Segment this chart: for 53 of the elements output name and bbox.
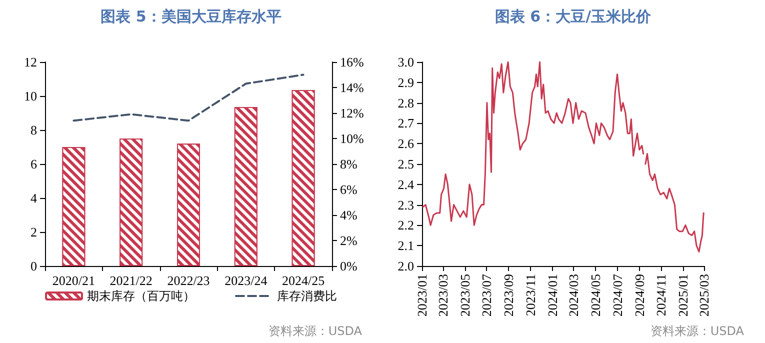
x-tick-label: 2024/01 bbox=[544, 274, 560, 317]
x-tick-label: 2024/09 bbox=[632, 274, 647, 317]
x-tick-label: 2023/05 bbox=[457, 274, 472, 317]
y-tick-label: 2.8 bbox=[398, 95, 414, 110]
text: 资料来源：USDA bbox=[268, 324, 363, 338]
y2-tick-label: 10% bbox=[340, 131, 364, 146]
y-tick-label: 2 bbox=[30, 224, 37, 240]
y2-tick-label: 4% bbox=[340, 208, 358, 222]
x-tick-label: 2020/21 bbox=[52, 273, 96, 288]
y-tick-label: 3.0 bbox=[398, 54, 414, 70]
y2-tick-label: 12% bbox=[340, 106, 364, 120]
x-tick-label: 2023/03 bbox=[436, 274, 451, 317]
y-tick-label: 2.7 bbox=[398, 116, 414, 131]
y-tick-label: 10 bbox=[24, 88, 37, 104]
x-tick-label: 2024/07 bbox=[610, 274, 625, 317]
x-tick-label: 2023/07 bbox=[479, 274, 494, 317]
x-tick-label: 2021/22 bbox=[110, 273, 152, 288]
y2-tick-label: 8% bbox=[340, 156, 358, 172]
y-tick-label: 2.4 bbox=[398, 176, 414, 192]
x-tick-label: 2023/01 bbox=[414, 274, 430, 317]
y2-tick-label: 2% bbox=[340, 233, 358, 248]
y-tick-label: 4 bbox=[30, 190, 38, 206]
x-tick-label: 2025/03 bbox=[696, 274, 712, 317]
x-tick-label: 2024/25 bbox=[282, 273, 325, 288]
y2-tick-label: 16% bbox=[340, 54, 364, 70]
x-tick-label: 2023/24 bbox=[224, 273, 268, 288]
x-tick-label: 2024/03 bbox=[566, 274, 582, 317]
line-series bbox=[72, 74, 304, 122]
y-tick-label: 2.3 bbox=[398, 197, 414, 212]
x-tick-label: 2025/01 bbox=[675, 274, 690, 317]
x-tick-label: 2023/09 bbox=[501, 274, 516, 317]
x-tick-label: 2024/05 bbox=[588, 274, 603, 317]
y2-tick-label: 6% bbox=[340, 182, 358, 197]
y-tick-label: 6 bbox=[30, 156, 38, 172]
y-tick-label: 2.2 bbox=[398, 218, 414, 233]
y-tick-label: 12 bbox=[24, 54, 37, 70]
y2-tick-label: 0% bbox=[340, 258, 358, 274]
text: 资料来源：USDA bbox=[650, 324, 745, 338]
y-tick-label: 2.0 bbox=[398, 258, 414, 274]
x-tick-label: 2023/11 bbox=[523, 274, 538, 316]
y-tick-label: 2.5 bbox=[398, 156, 414, 172]
chart-title: 图表 5：美国大豆库存水平 bbox=[100, 8, 282, 26]
y-tick-label: 8 bbox=[30, 122, 37, 138]
x-tick-label: 2024/11 bbox=[654, 274, 669, 316]
y-tick-label: 2.9 bbox=[398, 74, 414, 90]
y-tick-label: 2.1 bbox=[398, 238, 414, 254]
y-tick-label: 2.6 bbox=[398, 136, 414, 152]
y-tick-label: 0 bbox=[30, 258, 37, 274]
x-tick-label: 2022/23 bbox=[167, 273, 210, 288]
chart-title: 图表 6：大豆/玉米比价 bbox=[494, 8, 652, 26]
legend-label: 库存消费比 bbox=[277, 289, 337, 303]
legend-label: 期末库存（百万吨） bbox=[87, 289, 195, 303]
y2-tick-label: 14% bbox=[340, 80, 364, 95]
